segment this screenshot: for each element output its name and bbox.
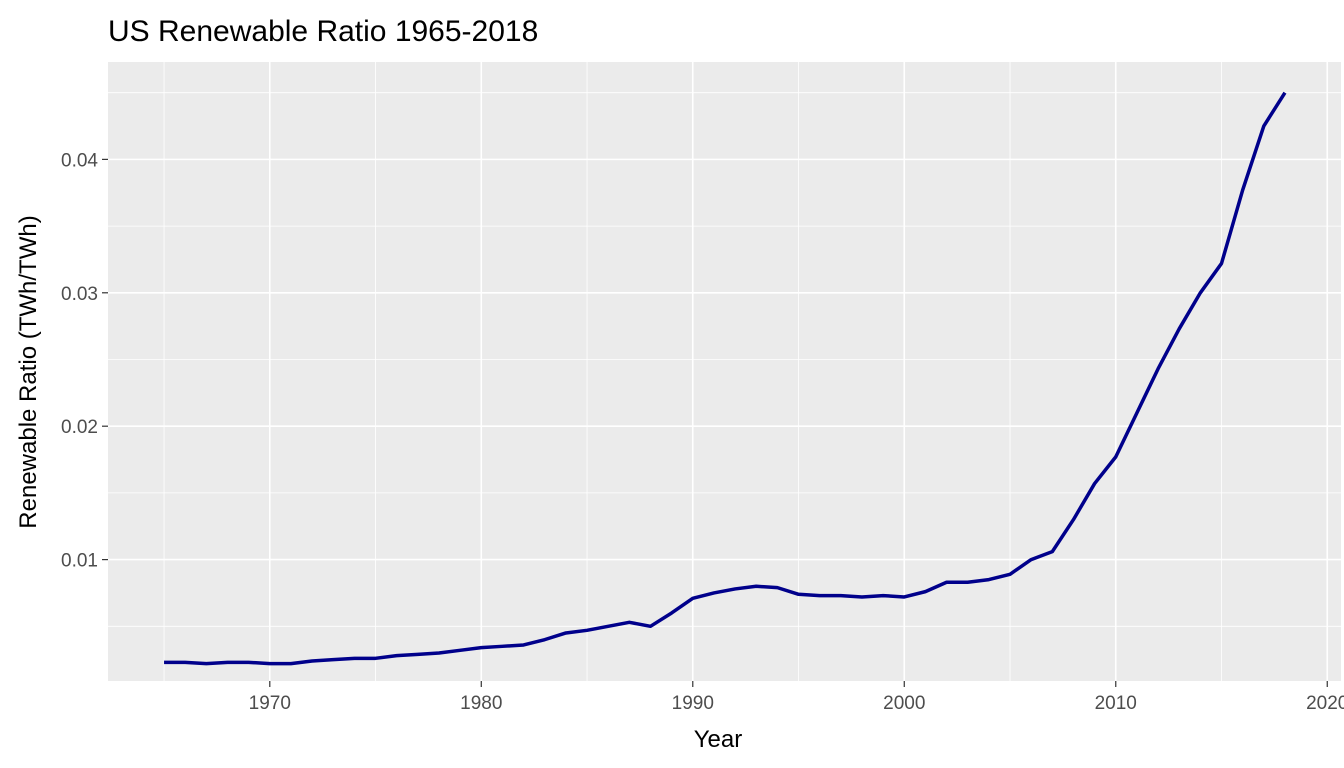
y-tick-label: 0.02 (61, 417, 98, 438)
x-axis: 1970 1980 1990 2000 2010 2020 (249, 681, 1344, 714)
y-tick-label: 0.04 (61, 150, 98, 171)
y-tick-label: 0.01 (61, 551, 98, 572)
y-axis-title: Renewable Ratio (TWh/TWh) (15, 215, 42, 528)
y-axis: 0.01 0.02 0.03 0.04 (61, 150, 108, 572)
chart-title: US Renewable Ratio 1965-2018 (108, 15, 538, 48)
x-tick-label: 2010 (1095, 693, 1137, 714)
x-tick-label: 1980 (460, 693, 502, 714)
series-line (164, 91, 1287, 666)
x-tick-label: 1970 (249, 693, 291, 714)
x-axis-title: Year (694, 726, 743, 753)
x-tick-label: 2020 (1306, 693, 1344, 714)
major-gridlines (108, 62, 1341, 681)
plot-panel (108, 62, 1341, 681)
x-tick-label: 2000 (883, 693, 925, 714)
minor-gridlines (108, 62, 1341, 681)
x-tick-label: 1990 (672, 693, 714, 714)
y-tick-label: 0.03 (61, 284, 98, 305)
series-layer (164, 91, 1287, 666)
